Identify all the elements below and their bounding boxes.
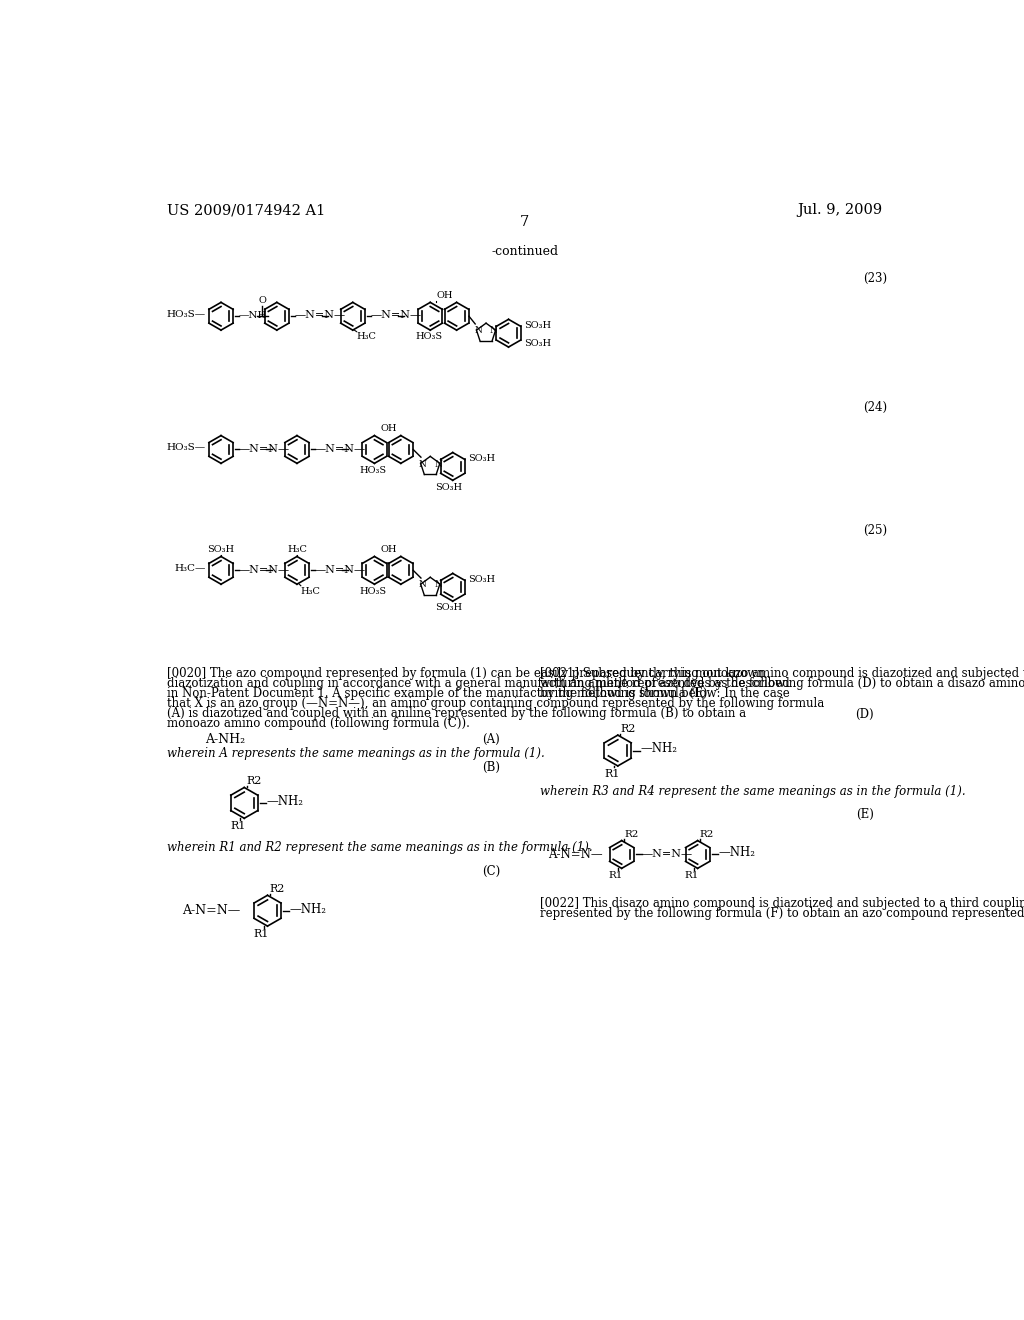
Text: N: N	[474, 326, 482, 335]
Text: SO₃H: SO₃H	[435, 603, 463, 612]
Text: -continued: -continued	[492, 246, 558, 259]
Text: SO₃H: SO₃H	[208, 545, 234, 554]
Text: in Non-Patent Document 1. A specific example of the manufacturing method is show: in Non-Patent Document 1. A specific exa…	[167, 686, 790, 700]
Text: N: N	[419, 581, 426, 590]
Text: SO₃H: SO₃H	[524, 339, 551, 348]
Text: 7: 7	[520, 215, 529, 228]
Text: HO₃S: HO₃S	[359, 466, 386, 475]
Text: O: O	[258, 297, 266, 305]
Text: R1: R1	[604, 770, 620, 779]
Text: (23): (23)	[863, 272, 888, 285]
Text: R2: R2	[247, 776, 262, 785]
Text: SO₃H: SO₃H	[468, 454, 496, 463]
Text: —N=N—: —N=N—	[314, 444, 366, 454]
Text: —NH₂: —NH₂	[290, 903, 327, 916]
Text: A-N=N—: A-N=N—	[548, 847, 603, 861]
Text: [0021] Subsequently, this monoazo amino compound is diazotized and subjected to : [0021] Subsequently, this monoazo amino …	[541, 667, 1024, 680]
Text: N: N	[419, 459, 426, 469]
Text: (E): (E)	[856, 808, 873, 821]
Text: R2: R2	[624, 830, 638, 840]
Text: [0022] This disazo amino compound is diazotized and subjected to a third couplin: [0022] This disazo amino compound is dia…	[541, 896, 1024, 909]
Text: R2: R2	[270, 884, 286, 894]
Text: H₃C: H₃C	[287, 545, 307, 554]
Text: N: N	[434, 459, 442, 469]
Text: HO₃S: HO₃S	[359, 586, 386, 595]
Text: H₃C: H₃C	[301, 586, 321, 595]
Text: —NH: —NH	[239, 312, 267, 319]
Text: (25): (25)	[863, 524, 888, 537]
Text: (B): (B)	[482, 760, 500, 774]
Text: (A): (A)	[482, 733, 500, 746]
Text: R2: R2	[621, 723, 636, 734]
Text: R1: R1	[684, 871, 698, 880]
Text: —NH₂: —NH₂	[719, 846, 756, 859]
Text: N: N	[489, 326, 498, 335]
Text: —NH₂: —NH₂	[640, 742, 677, 755]
Text: represented by the following formula (F) to obtain an azo compound represented b: represented by the following formula (F)…	[541, 907, 1024, 920]
Text: US 2009/0174942 A1: US 2009/0174942 A1	[167, 203, 325, 216]
Text: [0020] The azo compound represented by formula (1) can be easily prepared by car: [0020] The azo compound represented by f…	[167, 667, 765, 680]
Text: OH: OH	[381, 545, 397, 554]
Text: HO₃S—: HO₃S—	[166, 310, 206, 319]
Text: monoazo amino compound (following formula (C)).: monoazo amino compound (following formul…	[167, 717, 470, 730]
Text: R2: R2	[700, 830, 715, 840]
Text: SO₃H: SO₃H	[468, 576, 496, 583]
Text: —N=N—: —N=N—	[239, 565, 290, 574]
Text: —N=N—: —N=N—	[239, 444, 290, 454]
Text: SO₃H: SO₃H	[524, 321, 551, 330]
Text: —N=N—: —N=N—	[371, 310, 422, 321]
Text: wherein R3 and R4 represent the same meanings as in the formula (1).: wherein R3 and R4 represent the same mea…	[541, 785, 966, 799]
Text: HO₃S—: HO₃S—	[166, 444, 206, 453]
Text: —N=N—: —N=N—	[314, 565, 366, 574]
Text: (D): (D)	[855, 708, 873, 721]
Text: A-NH₂: A-NH₂	[206, 733, 246, 746]
Text: —N=N—: —N=N—	[295, 310, 346, 321]
Text: Jul. 9, 2009: Jul. 9, 2009	[798, 203, 883, 216]
Text: with an aniline represented by the following formula (D) to obtain a disazo amin: with an aniline represented by the follo…	[541, 677, 1024, 689]
Text: H₃C—: H₃C—	[174, 565, 206, 573]
Text: OH: OH	[436, 292, 453, 300]
Text: that X is an azo group (—N=N—), an amino group containing compound represented b: that X is an azo group (—N=N—), an amino…	[167, 697, 824, 710]
Text: wherein R1 and R2 represent the same meanings as in the formula (1).: wherein R1 and R2 represent the same mea…	[167, 841, 592, 854]
Text: (24): (24)	[863, 401, 888, 414]
Text: R1: R1	[230, 821, 246, 832]
Text: (C): (C)	[481, 865, 500, 878]
Text: (A) is diazotized and coupled with an aniline represented by the following formu: (A) is diazotized and coupled with an an…	[167, 706, 745, 719]
Text: H₃C: H₃C	[356, 333, 377, 342]
Text: diazotization and coupling in accordance with a general manufacturing method of : diazotization and coupling in accordance…	[167, 677, 790, 689]
Text: OH: OH	[381, 424, 397, 433]
Text: N: N	[434, 581, 442, 590]
Text: R1: R1	[254, 929, 269, 939]
Text: A-N=N—: A-N=N—	[182, 904, 241, 917]
Text: —N=N—: —N=N—	[642, 849, 693, 859]
Text: by the following formula (E).: by the following formula (E).	[541, 686, 712, 700]
Text: HO₃S: HO₃S	[415, 333, 442, 342]
Text: wherein A represents the same meanings as in the formula (1).: wherein A represents the same meanings a…	[167, 747, 545, 760]
Text: R1: R1	[608, 871, 623, 880]
Text: —NH₂: —NH₂	[266, 795, 304, 808]
Text: SO₃H: SO₃H	[435, 483, 463, 491]
